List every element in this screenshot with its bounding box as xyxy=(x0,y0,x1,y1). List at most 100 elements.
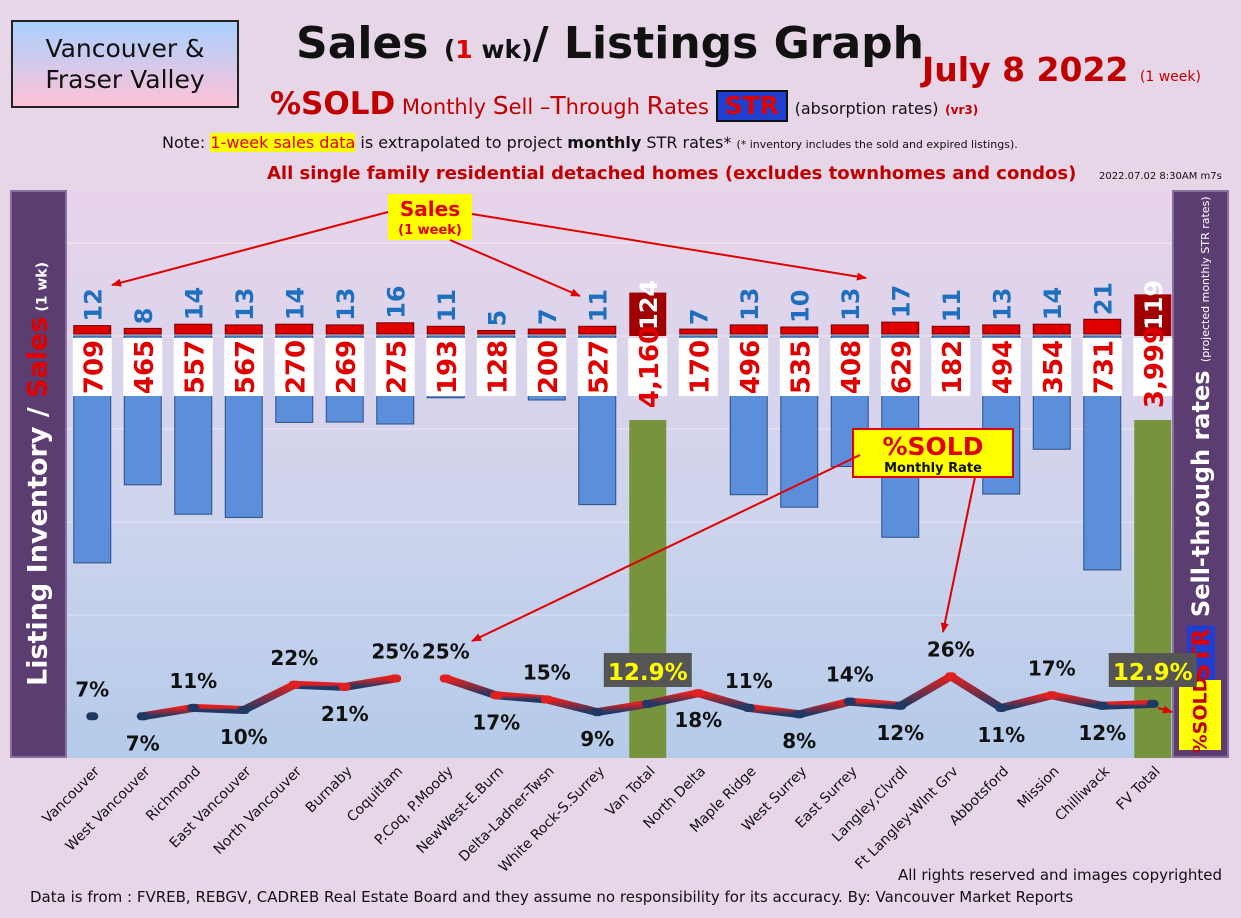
pct-label: 21% xyxy=(321,702,369,726)
pct-label: 9% xyxy=(580,727,614,751)
pct-label: 18% xyxy=(674,708,722,732)
listing-label: 731 xyxy=(1089,340,1119,394)
pct-label: 25% xyxy=(371,640,419,664)
pct-line-segment xyxy=(997,691,1056,712)
listing-label: 535 xyxy=(786,340,816,394)
pct-label: 12% xyxy=(1078,721,1126,745)
x-tick-label: North Vancouver xyxy=(211,763,305,857)
pct-line-segment xyxy=(239,680,299,714)
listing-label: 269 xyxy=(332,340,362,394)
pct-label: 11% xyxy=(725,669,773,693)
pct-label: 8% xyxy=(782,729,816,753)
pct-label: 22% xyxy=(270,646,318,670)
sales-label: 13 xyxy=(736,287,764,320)
listing-label-bg xyxy=(830,338,870,396)
title-open: ( xyxy=(443,35,456,64)
listing-label-bg xyxy=(123,338,163,396)
sales-label: 11 xyxy=(938,289,966,322)
date-note: (1 week) xyxy=(1139,69,1201,85)
listing-label-bg xyxy=(173,338,213,396)
sold-arrow xyxy=(940,476,976,633)
footer-source: Data is from : FVREB, REBGV, CADREB Real… xyxy=(30,888,1074,906)
pct-line-segment xyxy=(1098,699,1157,710)
listing-label: 128 xyxy=(483,340,513,394)
sales-bar xyxy=(982,324,1021,335)
sales-bar xyxy=(527,328,566,335)
sales-label: 7 xyxy=(685,308,713,325)
sales-bar xyxy=(729,324,768,335)
listing-label-bg xyxy=(527,338,567,396)
sales-bar xyxy=(376,322,415,335)
sales-label: 124 xyxy=(635,280,663,330)
listing-label-bg xyxy=(1082,338,1122,396)
listing-label-bg xyxy=(72,338,112,396)
region-box: Vancouver & Fraser Valley xyxy=(11,20,239,108)
sales-label: 13 xyxy=(231,287,259,320)
subtitle-ell: ell – xyxy=(508,95,551,119)
sales-label: 7 xyxy=(534,308,562,325)
pct-label: 11% xyxy=(977,723,1025,747)
x-tick-label: Chilliwack xyxy=(1052,763,1113,824)
note-small: (* inventory includes the sold and expir… xyxy=(736,138,1018,151)
listing-label: 709 xyxy=(79,340,109,394)
sales-bar xyxy=(174,323,213,335)
page-title: Sales (1 wk)/ Listings Graph xyxy=(290,18,930,69)
sales-bar xyxy=(275,323,314,335)
note-bold: monthly xyxy=(567,133,642,152)
sold-side-arrow xyxy=(1157,705,1173,714)
sales-arrow xyxy=(449,239,581,297)
sales-label: 11 xyxy=(433,289,461,322)
listing-label-bg xyxy=(274,338,314,396)
sales-label: 13 xyxy=(332,287,360,320)
date-text: July 8 2022 xyxy=(922,50,1129,89)
pct-label: 15% xyxy=(523,661,571,685)
pct-label: 10% xyxy=(220,725,268,749)
sales-bar xyxy=(123,327,162,335)
listing-label-bg xyxy=(1032,338,1072,396)
pct-label: 26% xyxy=(927,637,975,661)
pct-line-segment xyxy=(845,697,905,710)
pct-line-segment xyxy=(1047,691,1107,710)
scope-note: All single family residential detached h… xyxy=(267,163,1077,184)
note: Note: 1-week sales data is extrapolated … xyxy=(162,133,1018,152)
sales-label: 17 xyxy=(887,285,915,318)
title-wk: wk) xyxy=(472,35,533,64)
listing-label: 527 xyxy=(584,340,614,394)
pct-label: 12.9% xyxy=(1113,660,1193,686)
listing-label: 496 xyxy=(736,340,766,394)
listing-label: 182 xyxy=(938,340,968,394)
x-tick-label: Mission xyxy=(1015,764,1063,812)
sales-bar xyxy=(830,324,869,335)
listing-label: 270 xyxy=(281,340,311,394)
listing-label: 408 xyxy=(837,340,867,394)
note-mid: is extrapolated to project xyxy=(355,133,568,152)
pct-line-segment xyxy=(492,691,551,704)
pct-label: 7% xyxy=(75,677,109,701)
sales-label: 16 xyxy=(382,285,410,318)
pct-line-segment xyxy=(441,674,501,700)
title-num: 1 xyxy=(455,35,473,64)
pct-label: 11% xyxy=(169,669,217,693)
listing-label-bg xyxy=(678,338,718,396)
sales-bar xyxy=(629,292,667,336)
region-line-2: Fraser Valley xyxy=(45,65,205,94)
sales-arrow xyxy=(471,213,867,281)
listing-label-bg xyxy=(476,338,516,396)
sales-label: 13 xyxy=(988,287,1016,320)
listing-label-bg xyxy=(729,338,769,396)
pct-label: 25% xyxy=(422,640,470,664)
x-tick-label: Burnaby xyxy=(303,764,356,817)
note-pre: Note: xyxy=(162,133,211,152)
pct-line-segment xyxy=(694,689,753,712)
pct-total-bg xyxy=(603,653,692,687)
x-tick-label: Delta-Ladner-Twsn xyxy=(456,764,558,866)
pct-label: 12.9% xyxy=(608,660,688,686)
pct-label: 14% xyxy=(826,663,874,687)
footer-rights: All rights reserved and images copyright… xyxy=(898,866,1222,884)
subtitle-hrough: hrough xyxy=(565,95,647,119)
subtitle-m: Monthly xyxy=(401,95,493,119)
subtitle-r: R xyxy=(646,91,664,120)
listing-label: 567 xyxy=(231,340,261,394)
sales-label: 13 xyxy=(837,287,865,320)
